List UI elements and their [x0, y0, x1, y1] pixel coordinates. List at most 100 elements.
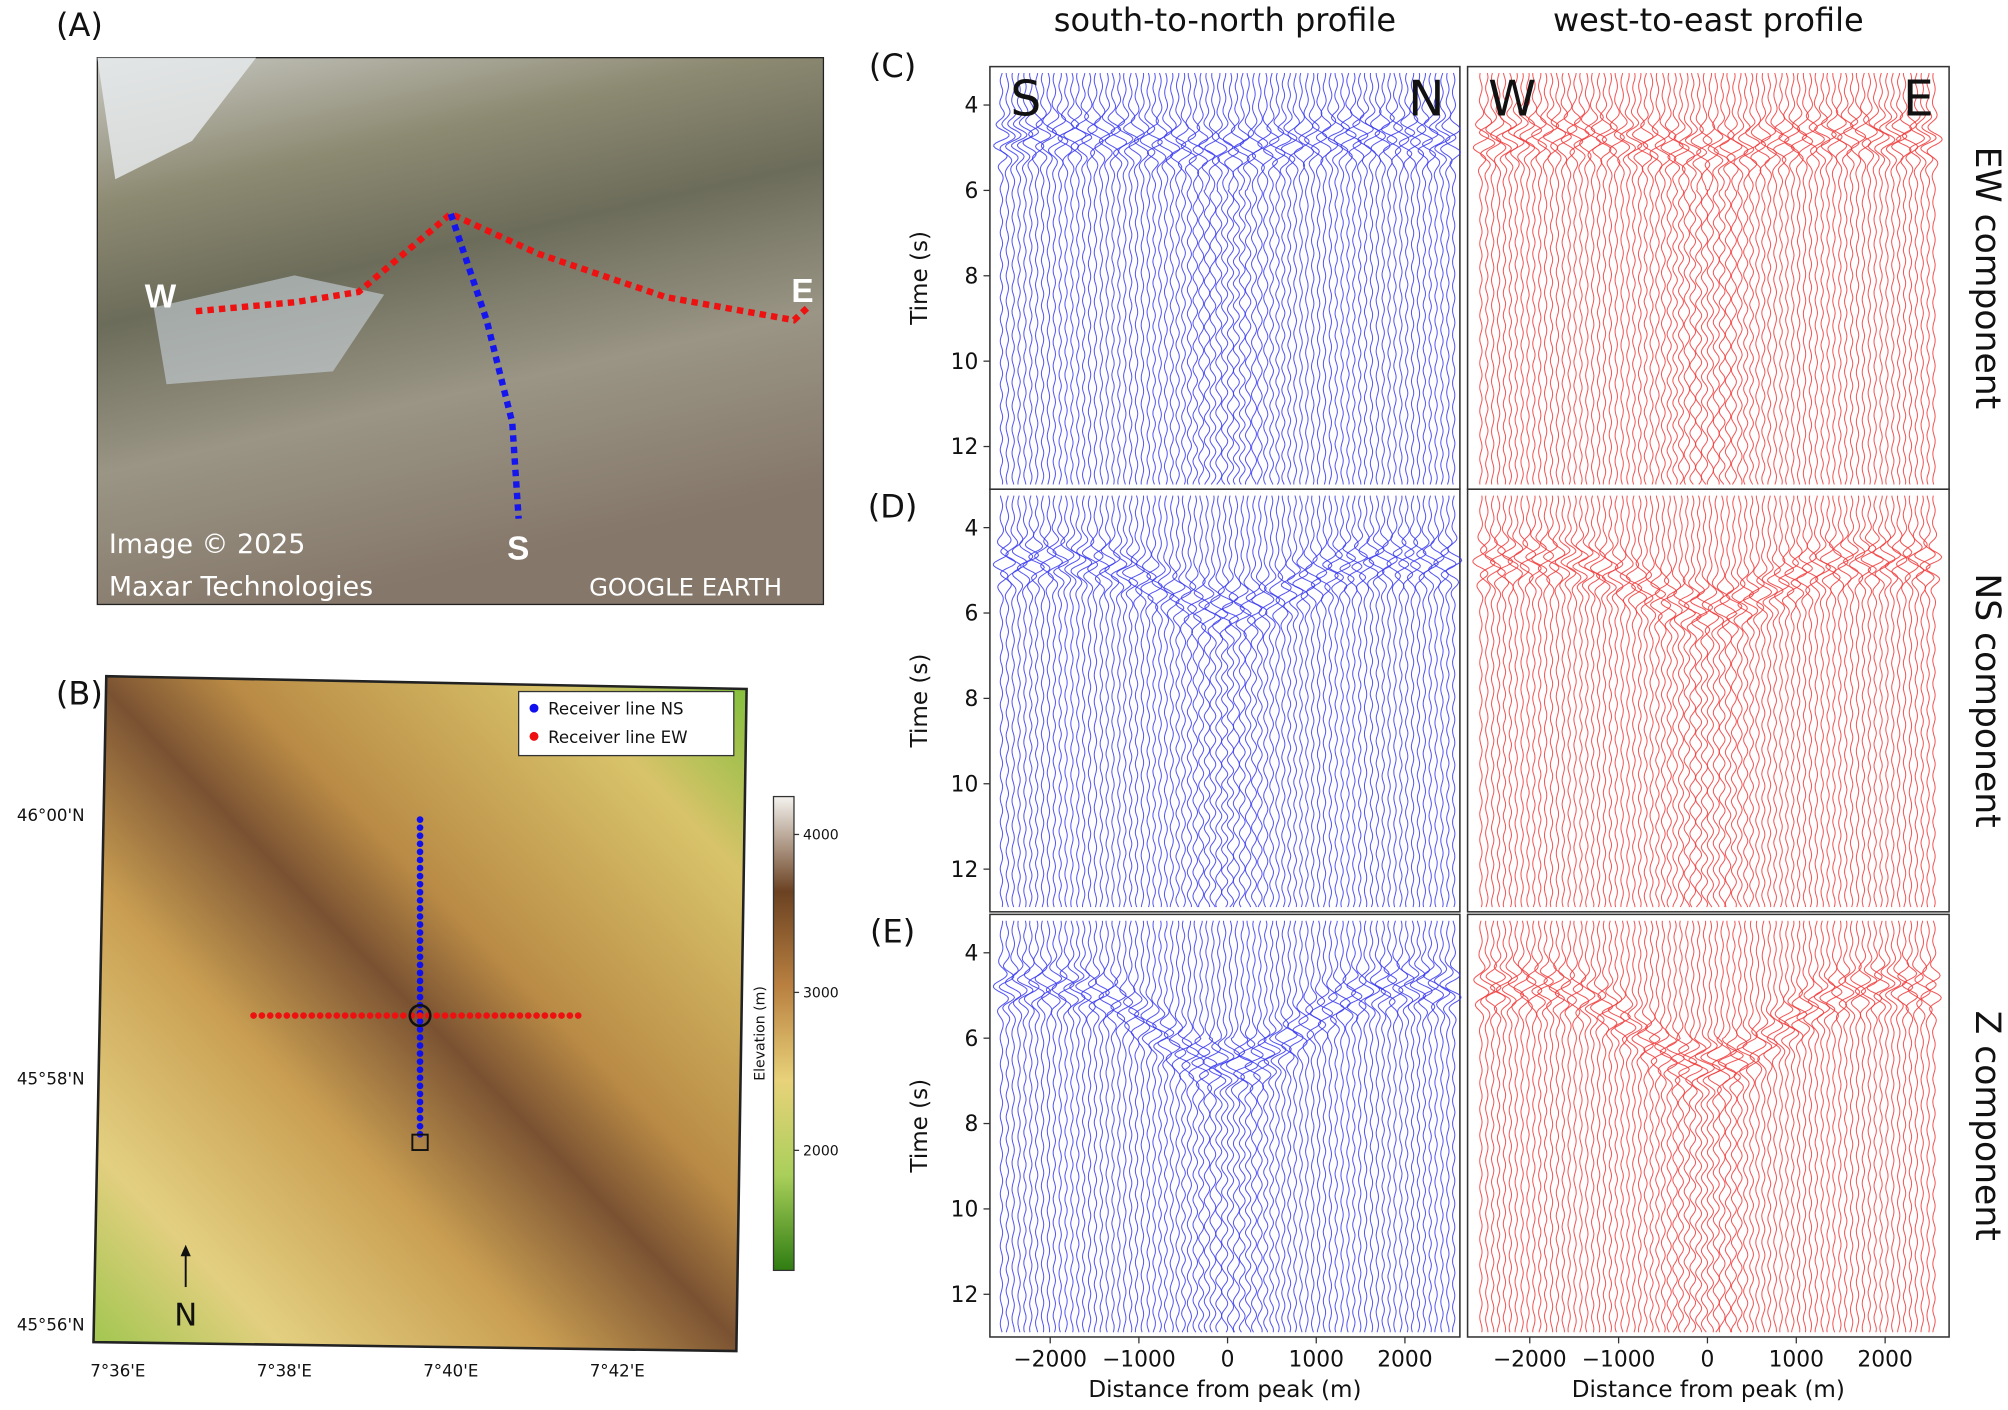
receiver-ns — [416, 1098, 424, 1106]
trace — [1110, 72, 1128, 485]
receiver-ew — [383, 1012, 391, 1019]
trace — [1525, 495, 1542, 908]
trace — [1163, 920, 1181, 1333]
receiver-ns — [416, 1082, 424, 1090]
trace — [1671, 920, 1690, 1333]
trace — [1128, 920, 1145, 1333]
trace — [1589, 920, 1607, 1333]
trace — [1104, 72, 1122, 485]
trace — [1416, 73, 1433, 485]
trace — [1756, 495, 1772, 908]
receiver-ns — [416, 913, 424, 920]
trace — [1773, 920, 1790, 1333]
peak-marker — [408, 1004, 432, 1028]
west-label: W — [145, 278, 177, 315]
trace — [1398, 920, 1415, 1333]
trace — [1796, 495, 1813, 908]
photo-panel: W E S Image © 2025 Maxar Technologies GO… — [96, 57, 825, 606]
trace — [1866, 920, 1883, 1333]
trace — [1678, 495, 1697, 908]
trace — [1157, 495, 1175, 908]
ew-line — [195, 210, 813, 324]
trace — [1051, 920, 1068, 1333]
y-axis-label: Time (s) — [907, 1079, 933, 1174]
trace — [1907, 920, 1924, 1333]
trace — [1554, 495, 1571, 908]
trace — [1796, 72, 1814, 485]
receiver-ew — [549, 1012, 557, 1019]
trace — [1268, 920, 1287, 1333]
receiver-ew — [266, 1012, 274, 1019]
receiver-ns — [416, 1058, 424, 1065]
south-label: S — [507, 531, 529, 568]
trace — [1298, 72, 1315, 485]
trace — [1614, 920, 1631, 1333]
trace — [1228, 495, 1245, 908]
trace — [1214, 920, 1235, 1333]
trace — [1837, 72, 1854, 485]
trace — [1351, 920, 1367, 1333]
trace — [1274, 920, 1292, 1333]
source: GOOGLE EARTH — [589, 573, 782, 602]
trace — [1920, 920, 1937, 1333]
x-tick-label: 2000 — [1377, 1347, 1432, 1372]
legend-marker — [529, 731, 539, 741]
trace — [1181, 920, 1199, 1333]
receiver-ns — [416, 945, 424, 953]
trace — [1170, 73, 1187, 485]
trace — [1046, 495, 1063, 908]
trace — [1180, 73, 1197, 485]
trace — [1404, 920, 1421, 1333]
trace — [1139, 72, 1156, 485]
y-tick-label: 6 — [965, 1027, 979, 1052]
trace — [1004, 920, 1022, 1333]
trace — [1292, 920, 1309, 1333]
trace — [1386, 72, 1403, 485]
trace — [1233, 72, 1250, 485]
trace — [1257, 72, 1274, 485]
trace — [1490, 72, 1507, 485]
north-arrow-head — [180, 1244, 191, 1257]
trace — [1578, 495, 1595, 908]
trace — [1133, 920, 1151, 1333]
trace — [1287, 920, 1304, 1333]
trace — [1778, 495, 1795, 908]
receiver-ew — [366, 1012, 374, 1019]
trace — [1696, 72, 1713, 485]
trace — [1362, 495, 1380, 908]
trace — [1263, 495, 1281, 908]
x-tick-label: 0 — [1221, 1347, 1235, 1372]
trace — [1542, 72, 1560, 485]
trace — [1445, 920, 1462, 1333]
trace — [1280, 495, 1298, 908]
trace — [1087, 495, 1104, 908]
trace — [1754, 72, 1772, 485]
trace — [1445, 495, 1463, 908]
trace — [1873, 72, 1890, 485]
receiver-ns — [416, 864, 424, 872]
lat-label: 46°00'N — [17, 806, 85, 825]
trace — [1472, 72, 1490, 485]
receiver-ew — [350, 1012, 357, 1019]
receiver-ew — [325, 1012, 332, 1019]
trace — [1040, 495, 1057, 908]
trace — [1198, 495, 1216, 908]
trace — [1584, 495, 1601, 908]
panel-label: (B) — [56, 674, 103, 712]
profile-end: N — [1408, 71, 1444, 127]
lon-label: 7°36'E — [90, 1362, 145, 1381]
trace — [1197, 920, 1218, 1333]
receiver-ew — [258, 1012, 266, 1019]
trace — [1595, 495, 1613, 908]
trace — [1410, 72, 1427, 485]
trace — [1749, 920, 1767, 1333]
trace — [1879, 920, 1896, 1333]
trace — [1861, 72, 1878, 485]
trace — [1706, 920, 1727, 1333]
trace — [1057, 495, 1075, 908]
trace — [1566, 920, 1584, 1333]
trace — [1305, 495, 1322, 908]
trace — [1501, 72, 1519, 485]
trace — [1925, 495, 1943, 908]
y-tick-label: 8 — [965, 1112, 979, 1137]
